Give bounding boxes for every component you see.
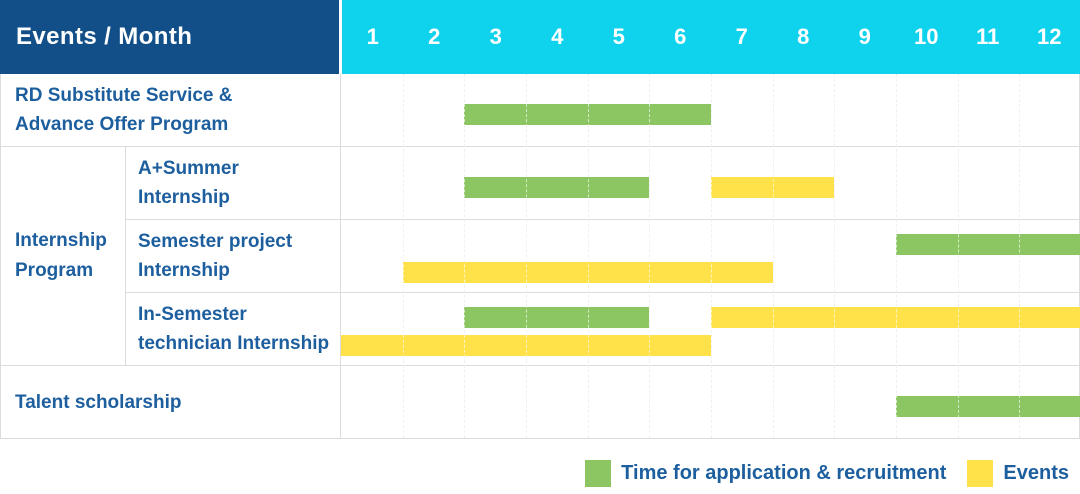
month-header: 12 (1037, 24, 1062, 49)
row-label-line: Internship (15, 230, 107, 251)
month-gridline-overlay (958, 74, 959, 438)
row-label-line: In-Semester (138, 304, 247, 325)
row-label-semester-project: Semester project Internship (126, 220, 341, 293)
month-header: 7 (735, 24, 748, 49)
legend-label-events: Events (1003, 461, 1069, 484)
event-bar (711, 177, 835, 198)
month-gridline-overlay (526, 74, 527, 438)
row-separator (1, 147, 1080, 220)
legend-item-events: Events (967, 459, 1069, 487)
application-bar (464, 307, 650, 328)
row-label-line: technician Internship (138, 333, 330, 354)
page-title: Events / Month (16, 23, 193, 50)
legend-item-application: Time for application & recruitment (585, 459, 947, 487)
application-color-swatch (585, 459, 612, 487)
row-label-line: Internship (138, 260, 230, 281)
month-header: 8 (797, 24, 810, 49)
row-label-a-summer: A+Summer Internship (126, 147, 341, 220)
row-label-line: Talent scholarship (15, 391, 182, 413)
month-gridline-overlay (649, 74, 650, 438)
month-gridline-overlay (773, 74, 774, 438)
month-header: 3 (489, 24, 502, 49)
row-label-talent-scholarship: Talent scholarship (1, 366, 341, 439)
row-label-line: Semester project (138, 231, 293, 252)
month-gridline-overlay (896, 74, 897, 438)
month-header: 11 (976, 24, 1000, 49)
row-label-line: Internship (138, 187, 230, 208)
group-cell-internship-program: Internship Program (1, 147, 126, 366)
month-gridline-overlay (834, 74, 835, 438)
events-color-swatch (967, 459, 994, 487)
row-separator (1, 220, 1080, 293)
month-header: 10 (914, 24, 939, 49)
month-header: 4 (551, 24, 564, 49)
month-gridline-overlay (403, 74, 404, 438)
month-header-row: 1 2 3 4 5 6 7 8 9 10 11 12 (342, 0, 1080, 74)
row-label-line: Program (15, 260, 94, 281)
row-label-in-semester: In-Semester technician Internship (126, 293, 341, 366)
event-bar (402, 262, 773, 283)
row-label-line: Advance Offer Program (15, 114, 229, 135)
month-header: 5 (612, 24, 625, 49)
application-bar (896, 396, 1080, 417)
month-gridline-overlay (711, 74, 712, 438)
legend-label-application: Time for application & recruitment (621, 461, 947, 484)
row-separator (1, 293, 1080, 366)
month-gridline-overlay (464, 74, 465, 438)
application-bar (896, 234, 1080, 255)
row-label-line: RD Substitute Service & (15, 85, 233, 106)
month-header: 2 (428, 24, 441, 49)
table-header-title-cell: Events / Month (0, 0, 339, 74)
legend: Time for application & recruitment Event… (585, 457, 1069, 489)
application-bar (464, 177, 650, 198)
month-gridline-overlay (1019, 74, 1020, 438)
event-bar (711, 307, 1080, 328)
row-separator (1, 74, 1080, 147)
month-header: 1 (366, 24, 379, 49)
month-gridline-overlay (588, 74, 589, 438)
month-header: 6 (674, 24, 687, 49)
row-label-line: A+Summer (138, 158, 239, 179)
gantt-grid: RD Substitute Service & Advance Offer Pro… (0, 74, 1080, 439)
row-separator (1, 366, 1080, 439)
month-header: 9 (858, 24, 871, 49)
row-label-rd-substitute: RD Substitute Service & Advance Offer Pro… (1, 74, 341, 147)
